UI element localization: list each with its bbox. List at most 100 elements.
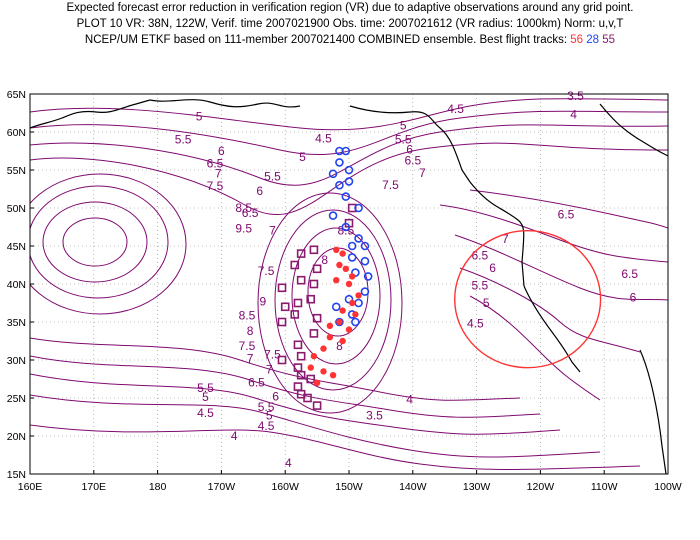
contour-label: 7 xyxy=(502,232,509,246)
track-28-circle xyxy=(354,298,363,308)
contour-label: 8.5 xyxy=(239,309,256,323)
contour-line xyxy=(469,295,601,401)
track-55-square xyxy=(306,374,316,384)
track-28-circle xyxy=(354,234,363,243)
track-56-dot xyxy=(342,265,350,272)
contour-label: 5.5 xyxy=(175,132,192,146)
contour-label: 7 xyxy=(247,351,254,365)
track-28-circle xyxy=(354,203,363,213)
contour-label: 5 xyxy=(483,296,490,310)
contour-label: 6 xyxy=(256,184,263,198)
contour-label: 6.5 xyxy=(471,249,488,263)
track-56-dot xyxy=(355,292,362,299)
track-55-square xyxy=(296,370,306,380)
contour-line xyxy=(469,189,668,229)
track-b-label: 28 xyxy=(586,34,600,46)
track-55-square xyxy=(312,401,322,410)
track-28-circle xyxy=(347,241,357,251)
track-55-square xyxy=(290,260,300,270)
track-28-circle xyxy=(341,146,351,156)
contour-line xyxy=(30,110,668,156)
track-56-dot xyxy=(336,318,343,326)
track-56-dot xyxy=(352,311,359,318)
track-56-dot xyxy=(310,353,318,360)
contour-label: 6.5 xyxy=(621,267,638,281)
track-55-square xyxy=(306,294,316,304)
contour-line xyxy=(274,209,392,391)
track-55-square xyxy=(277,283,287,293)
contour-label: 6.5 xyxy=(242,206,259,220)
title-line-3: NCEP/UM ETKF based on 111-member 2007021… xyxy=(0,32,700,48)
title-line-2: PLOT 10 VR: 38N, 122W, Verif. time 20070… xyxy=(76,18,624,30)
title-line-3-prefix: NCEP/UM ETKF based on 111-member 2007021… xyxy=(84,34,571,46)
lat-label: 30N xyxy=(7,355,26,367)
vr-circle xyxy=(454,230,602,369)
lat-label: 45N xyxy=(7,241,26,253)
contour-label: 6 xyxy=(218,144,225,158)
contour-line xyxy=(459,267,641,353)
lat-label: 20N xyxy=(7,431,26,443)
contour-label: 8.5 xyxy=(235,201,252,215)
track-a-label: 56 xyxy=(570,34,584,46)
lon-label: 170W xyxy=(208,481,236,493)
contour-label: 7.5 xyxy=(258,264,275,278)
map-title: Expected forecast error reduction in ver… xyxy=(0,0,700,48)
lon-label: 150W xyxy=(335,481,363,493)
track-28-circle xyxy=(335,180,344,190)
lat-label: 55N xyxy=(7,165,26,177)
title-line-1: Expected forecast error reduction in ver… xyxy=(66,2,634,14)
track-28-circle xyxy=(328,211,338,220)
contour-line xyxy=(439,204,668,263)
contour-line xyxy=(30,337,521,401)
contour-label: 4 xyxy=(570,107,577,121)
contour-label: 9 xyxy=(260,294,267,308)
lat-label: 50N xyxy=(7,203,26,215)
contour-label: 6 xyxy=(630,290,637,304)
contour-label: 5.5 xyxy=(471,278,488,292)
lon-label: 180 xyxy=(149,481,167,493)
coastline xyxy=(30,99,151,129)
track-56-dot xyxy=(345,280,353,288)
track-56-dot xyxy=(333,246,340,253)
contour-label: 6.5 xyxy=(248,376,265,390)
track-28-circle xyxy=(351,317,360,327)
coastline xyxy=(149,99,301,108)
track-56-dot xyxy=(348,299,356,307)
contour-label: 6.5 xyxy=(404,154,421,168)
contour-label: 6.5 xyxy=(207,157,224,171)
contour-label: 7 xyxy=(215,167,222,181)
track-56-dot xyxy=(339,307,346,314)
contour-label: 4.5 xyxy=(447,102,464,116)
contour-line xyxy=(30,124,668,186)
track-55-square xyxy=(277,317,287,327)
contour-label: 5.5 xyxy=(395,132,412,146)
coastline xyxy=(599,103,668,157)
contour-label: 3.5 xyxy=(567,89,584,103)
contour-label: 4.5 xyxy=(258,419,275,433)
track-55-square xyxy=(309,279,319,289)
contour-label: 6 xyxy=(406,142,413,156)
contour-label: 5 xyxy=(400,119,407,133)
track-55-square xyxy=(309,329,319,338)
lat-label: 25N xyxy=(7,393,26,405)
track-56-dot xyxy=(348,273,356,280)
track-56-dot xyxy=(320,345,327,352)
track-28-circle xyxy=(360,287,370,296)
track-55-square xyxy=(293,340,303,350)
track-56-dot xyxy=(329,372,337,379)
track-28-circle xyxy=(335,158,344,167)
contour-lines xyxy=(30,98,668,470)
track-28-circle xyxy=(360,241,370,251)
flight-track-markers xyxy=(277,146,373,410)
contour-line xyxy=(291,227,381,365)
track-56-dot xyxy=(345,326,353,333)
contour-line xyxy=(30,373,561,435)
track-28-circle xyxy=(344,294,354,304)
contour-label: 7 xyxy=(419,166,426,180)
contour-line xyxy=(30,355,541,418)
track-56-dot xyxy=(336,261,343,269)
track-56-dot xyxy=(339,337,346,345)
track-28-circle xyxy=(344,177,354,186)
